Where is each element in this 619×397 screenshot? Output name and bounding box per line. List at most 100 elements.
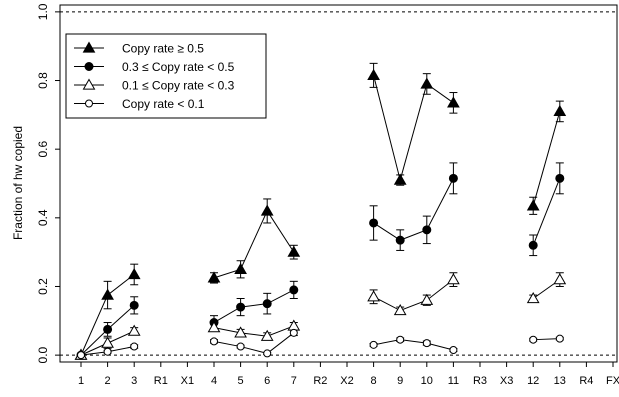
- data-point: [369, 218, 379, 228]
- data-point: [262, 299, 272, 309]
- data-point: [289, 285, 299, 295]
- series-layer: [74, 62, 567, 360]
- y-axis: 0.0 0.2 0.4 0.6 0.8 1.0: [36, 3, 60, 363]
- data-point: [77, 351, 85, 360]
- y-tick-label: 0.4: [36, 209, 50, 226]
- x-tick-label: FX: [606, 375, 619, 387]
- data-point: [260, 329, 274, 341]
- series-4: [77, 328, 564, 360]
- y-axis-label: Fraction of hw copied: [11, 126, 25, 240]
- data-point: [526, 199, 540, 211]
- y-tick-label: 0.0: [36, 346, 50, 363]
- series-line: [532, 111, 561, 206]
- data-point: [393, 173, 407, 185]
- data-point: [528, 240, 538, 250]
- x-tick-label: X2: [340, 375, 353, 387]
- series-2: [76, 162, 565, 360]
- data-point: [234, 326, 247, 338]
- data-point: [395, 235, 405, 245]
- reference-lines: [60, 11, 617, 356]
- x-tick-label: X1: [181, 375, 194, 387]
- legend-items: Copy rate ≥ 0.5 0.3 ≤ Copy rate < 0.5 0.1 …: [74, 41, 235, 111]
- x-tick-label: 8: [371, 375, 377, 387]
- data-point: [263, 349, 272, 358]
- x-tick-label: 10: [421, 375, 433, 387]
- x-tick-label: 9: [397, 375, 403, 387]
- data-point: [420, 77, 434, 89]
- data-point: [101, 336, 114, 348]
- x-tick-label: 3: [131, 375, 137, 387]
- x-tick-label: 6: [264, 375, 270, 387]
- data-point: [422, 339, 431, 348]
- x-tick-label: R2: [313, 375, 327, 387]
- data-point: [555, 334, 564, 343]
- series-line: [373, 75, 454, 183]
- x-tick-label: 7: [291, 375, 297, 387]
- series-line: [533, 338, 560, 341]
- data-point: [207, 321, 221, 333]
- data-point: [130, 342, 139, 351]
- data-point: [555, 173, 565, 183]
- data-point: [103, 347, 112, 356]
- legend-label: 0.1 ≤ Copy rate < 0.3: [122, 79, 235, 93]
- data-point: [129, 300, 139, 310]
- data-point: [553, 104, 567, 117]
- data-point: [526, 291, 540, 304]
- y-tick-label: 1.0: [36, 3, 50, 20]
- data-point: [447, 273, 460, 285]
- x-tick-label: 13: [554, 375, 566, 387]
- series-line: [532, 178, 561, 246]
- data-point: [287, 319, 301, 331]
- data-point: [367, 290, 380, 302]
- data-point: [127, 267, 141, 280]
- series-3: [74, 272, 567, 360]
- y-tick-label: 0.8: [36, 72, 50, 89]
- data-point: [236, 302, 246, 312]
- legend-marker: [84, 62, 94, 71]
- x-tick-label: 11: [448, 375, 459, 387]
- data-point: [449, 345, 458, 354]
- data-point: [367, 68, 380, 80]
- series-line: [213, 289, 295, 323]
- series-line: [373, 339, 454, 351]
- y-tick-label: 0.2: [36, 278, 50, 295]
- data-point: [447, 96, 460, 108]
- legend-marker: [85, 99, 93, 108]
- x-tick-label: R1: [154, 375, 168, 387]
- x-tick-label: 5: [238, 375, 244, 387]
- data-point: [553, 273, 567, 285]
- data-point: [369, 340, 378, 349]
- data-point: [289, 328, 298, 337]
- x-tick-label: 2: [105, 375, 111, 387]
- data-point: [393, 304, 407, 316]
- plot-frame: [59, 4, 618, 363]
- x-tick-label: 4: [211, 375, 217, 387]
- x-tick-label: 1: [78, 375, 84, 387]
- data-point: [420, 293, 434, 305]
- data-point: [103, 324, 113, 334]
- x-axis: 1 2 3 R1 X1 4 5 6 7 R2 X2 8 9 10 11 R3 X3 12 13 R4 FX: [78, 362, 619, 387]
- data-point: [236, 342, 245, 351]
- data-point: [234, 262, 247, 274]
- data-point: [210, 337, 218, 346]
- x-tick-label: R3: [473, 375, 487, 387]
- series-line: [373, 279, 454, 312]
- data-point: [422, 225, 432, 235]
- data-point: [260, 204, 274, 216]
- data-point: [101, 288, 114, 300]
- x-tick-label: R4: [579, 375, 593, 387]
- y-tick-label: 0.6: [36, 141, 50, 158]
- series-line: [213, 325, 294, 337]
- legend-marker: [82, 41, 96, 53]
- legend-marker: [82, 78, 96, 90]
- legend-label: Copy rate ≥ 0.5: [122, 42, 204, 56]
- x-tick-label: 12: [527, 375, 539, 387]
- data-point: [207, 271, 221, 283]
- series-line: [213, 209, 295, 279]
- data-point: [396, 335, 405, 344]
- data-point: [127, 324, 141, 336]
- data-point: [529, 335, 538, 344]
- data-point: [287, 245, 301, 257]
